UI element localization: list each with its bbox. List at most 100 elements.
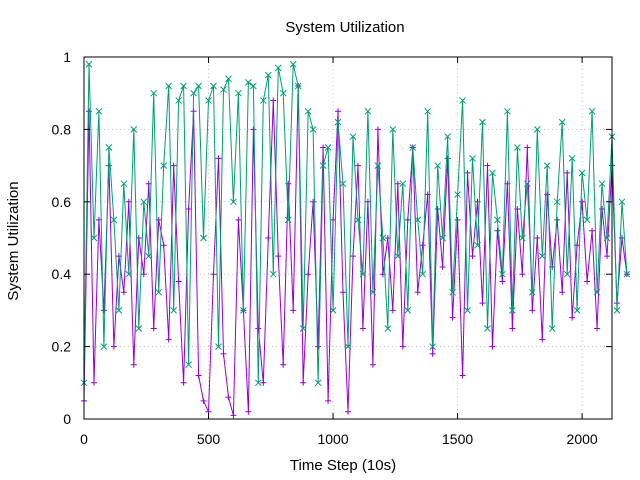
data-point xyxy=(140,271,147,278)
data-point xyxy=(340,289,347,296)
data-point xyxy=(374,126,381,133)
data-point xyxy=(275,253,282,260)
data-point xyxy=(230,198,237,206)
data-point xyxy=(349,133,357,140)
data-point xyxy=(394,180,401,187)
data-point xyxy=(280,361,287,368)
data-point xyxy=(319,162,327,169)
x-tick-label: 1000 xyxy=(317,431,348,447)
data-point xyxy=(180,379,187,386)
data-point xyxy=(594,325,601,332)
data-point xyxy=(369,361,376,368)
data-point xyxy=(175,278,182,285)
data-point xyxy=(195,82,202,90)
tick-layer: 0 500 1000 1500 2000 0 0.2 0.4 0.6 0.8 1 xyxy=(52,49,612,447)
data-point xyxy=(155,288,163,296)
data-point xyxy=(598,180,606,188)
data-point xyxy=(195,372,202,379)
data-point xyxy=(250,82,257,90)
data-point xyxy=(309,126,317,133)
data-point xyxy=(245,408,252,415)
data-point xyxy=(424,107,432,115)
data-point xyxy=(489,169,496,177)
data-point xyxy=(145,252,153,260)
data-point xyxy=(334,118,342,126)
data-point xyxy=(255,325,262,332)
chart-title: System Utilization xyxy=(285,19,404,36)
data-point xyxy=(235,89,242,97)
data-point xyxy=(568,155,576,162)
data-point xyxy=(299,325,307,332)
data-point xyxy=(439,234,446,242)
data-point xyxy=(220,86,227,93)
data-point xyxy=(379,234,387,242)
data-point xyxy=(359,270,367,278)
data-point xyxy=(305,271,312,278)
data-point xyxy=(90,234,98,242)
y-tick-label: 0 xyxy=(63,411,71,427)
data-point xyxy=(285,180,292,187)
data-point xyxy=(584,278,591,285)
y-tick-label: 0.4 xyxy=(52,266,72,282)
series-2 xyxy=(80,60,631,387)
data-point xyxy=(449,314,456,321)
data-point xyxy=(588,107,596,115)
data-point xyxy=(185,206,192,213)
data-point xyxy=(210,271,217,278)
series-1 xyxy=(81,82,630,419)
data-point xyxy=(604,253,611,260)
data-point xyxy=(469,253,476,260)
data-point xyxy=(245,78,252,86)
data-point xyxy=(85,108,92,115)
data-point xyxy=(554,216,561,223)
data-point xyxy=(469,155,476,162)
data-point xyxy=(404,216,411,223)
data-point xyxy=(225,75,232,83)
data-point xyxy=(573,307,581,314)
y-tick-label: 0.8 xyxy=(52,121,72,137)
data-point xyxy=(110,343,117,350)
data-point xyxy=(160,162,168,169)
data-point xyxy=(259,97,267,104)
data-point xyxy=(344,343,352,350)
data-point xyxy=(270,97,277,104)
data-point xyxy=(504,107,511,115)
grid-lines xyxy=(84,57,612,419)
data-point xyxy=(250,126,257,133)
data-point xyxy=(354,162,361,169)
data-point xyxy=(335,108,342,115)
data-point xyxy=(578,169,586,177)
data-point xyxy=(90,379,97,386)
data-point xyxy=(120,180,128,188)
data-point xyxy=(374,162,382,169)
data-point xyxy=(579,198,586,205)
data-point xyxy=(85,60,93,68)
data-point xyxy=(589,227,596,234)
data-point xyxy=(394,252,402,260)
x-tick-label: 500 xyxy=(197,431,221,447)
data-point xyxy=(534,235,541,241)
data-point xyxy=(569,314,576,321)
data-point xyxy=(439,263,446,270)
data-point xyxy=(265,235,272,241)
data-point xyxy=(190,89,197,97)
data-point xyxy=(583,216,591,224)
x-tick-label: 2000 xyxy=(567,431,598,447)
data-point xyxy=(274,64,282,72)
data-point xyxy=(474,241,481,249)
data-point xyxy=(558,118,566,126)
data-point xyxy=(444,155,451,162)
data-point xyxy=(345,408,351,415)
series-line xyxy=(83,64,628,383)
data-point xyxy=(528,288,536,296)
data-point xyxy=(339,180,347,188)
data-point xyxy=(349,253,356,260)
data-point xyxy=(419,242,426,249)
data-point xyxy=(220,350,227,357)
data-point xyxy=(613,307,621,314)
data-point xyxy=(105,144,113,151)
data-point xyxy=(225,394,232,401)
data-point xyxy=(175,97,182,104)
data-point xyxy=(160,242,167,249)
data-point xyxy=(210,82,217,90)
